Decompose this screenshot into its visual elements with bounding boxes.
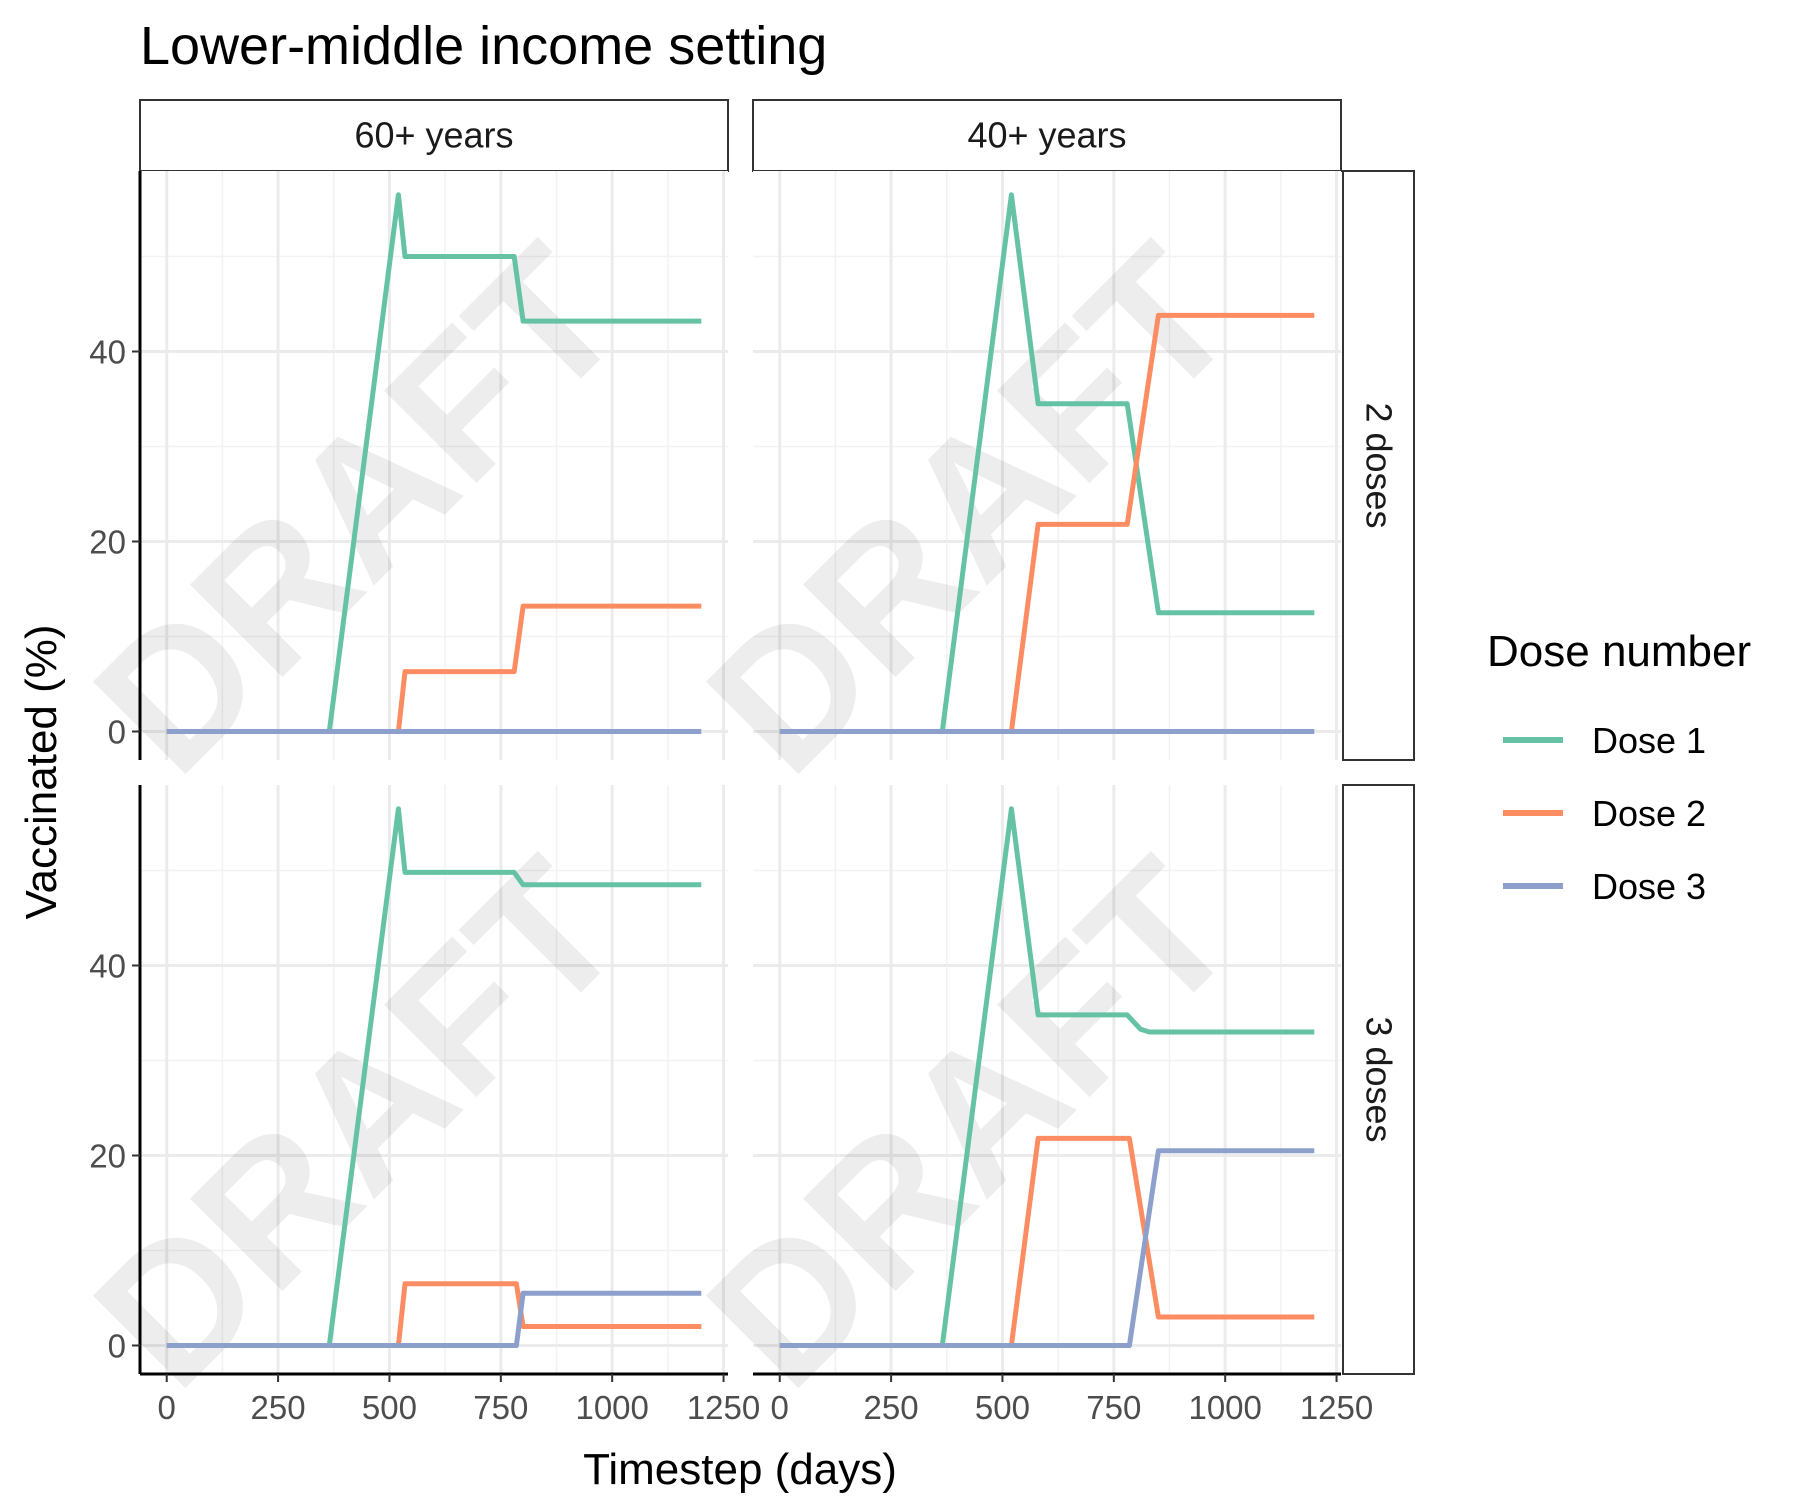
- facet-row-label: 3 doses: [1359, 1016, 1400, 1142]
- x-tick-label: 0: [158, 1389, 176, 1426]
- x-tick-label: 1000: [1188, 1389, 1261, 1426]
- panel-1: DRAFT: [668, 171, 1341, 812]
- x-tick-label: 500: [975, 1389, 1030, 1426]
- x-tick-label: 750: [1086, 1389, 1141, 1426]
- y-tick-label: 20: [89, 524, 126, 561]
- x-tick-label: 1000: [575, 1389, 648, 1426]
- y-tick-label: 0: [108, 1328, 126, 1365]
- x-tick-label: 250: [864, 1389, 919, 1426]
- x-tick-label: 1250: [687, 1389, 760, 1426]
- x-tick-label: 500: [362, 1389, 417, 1426]
- y-tick-label: 0: [108, 714, 126, 751]
- legend-label: Dose 2: [1592, 793, 1706, 834]
- facet-row-label: 2 doses: [1359, 402, 1400, 528]
- series-line-dose-3: [779, 1148, 1315, 1348]
- facet-strip-0: [139, 99, 729, 172]
- legend-title: Dose number: [1487, 627, 1751, 676]
- panel-background: [140, 171, 728, 760]
- facet-column-label: 40+ years: [967, 115, 1126, 156]
- facet-strip-1: [752, 99, 1342, 172]
- facet-row-strip-0: [1342, 170, 1415, 761]
- chart-title: Lower-middle income setting: [140, 16, 827, 76]
- legend-label: Dose 3: [1592, 866, 1706, 907]
- y-axis-title: Vaccinated (%): [17, 624, 66, 919]
- legend: Dose number Dose 1 Dose 2 Dose 3: [1487, 627, 1751, 907]
- y-tick-label: 20: [89, 1138, 126, 1175]
- legend-label: Dose 1: [1592, 720, 1706, 761]
- x-axis-title: Timestep (days): [583, 1445, 897, 1494]
- y-tick-label: 40: [89, 948, 126, 985]
- facet-row-strip-1: [1342, 784, 1415, 1375]
- panel-background: [753, 785, 1341, 1374]
- x-tick-label: 750: [473, 1389, 528, 1426]
- x-tick-label: 250: [251, 1389, 306, 1426]
- series-line-dose-3: [166, 1290, 702, 1348]
- facet-column-label: 60+ years: [354, 115, 513, 156]
- x-tick-label: 1250: [1300, 1389, 1373, 1426]
- series-line-dose-1: [779, 806, 1315, 1348]
- panel-background: [753, 171, 1341, 760]
- y-tick-label: 40: [89, 334, 126, 371]
- x-tick-label: 0: [771, 1389, 789, 1426]
